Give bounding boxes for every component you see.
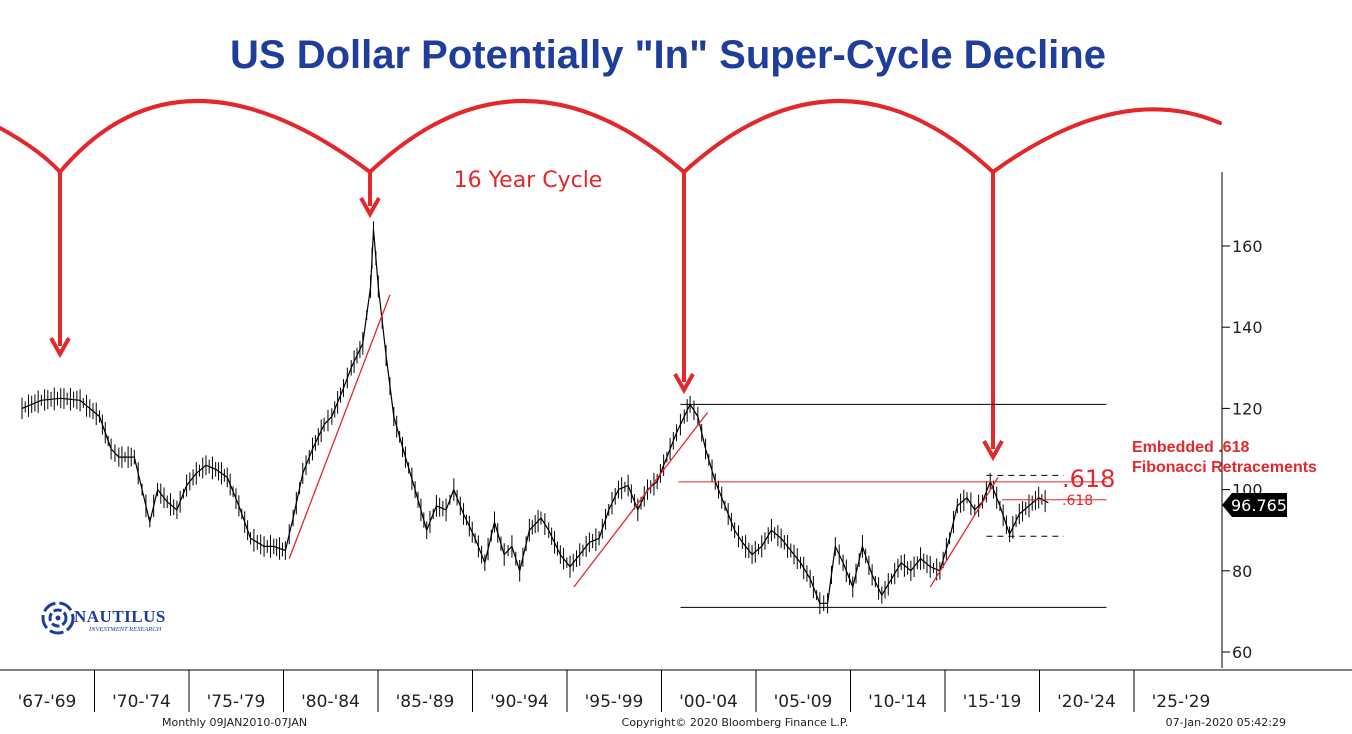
cycle-arrow-head [49, 337, 71, 359]
cycle-arrow-head [982, 440, 1004, 462]
y-tick-label: 140 [1232, 318, 1263, 337]
last-value-label: 96.765 [1231, 496, 1287, 515]
x-tick-label: '67-'69 [18, 692, 77, 712]
price-series [21, 221, 1049, 615]
footer-right: 07-Jan-2020 05:42:29 [1166, 716, 1286, 729]
x-tick-label: '90-'94 [490, 692, 549, 712]
logo-name: NAUTILUS [74, 607, 166, 626]
cycle-arrow-head [673, 373, 695, 395]
cycle-arrow-head [359, 197, 381, 219]
trendline-1990s [573, 412, 709, 588]
x-tick-label: '95-'99 [585, 692, 644, 712]
price-line [21, 229, 1049, 604]
footer-center: Copyright© 2020 Bloomberg Finance L.P. [622, 716, 849, 729]
cycle-label: 16 Year Cycle [454, 168, 603, 193]
fib-label-large: .618 [1062, 465, 1115, 493]
x-tick-label: '75-'79 [207, 692, 266, 712]
last-value-badge: 96.765 [1222, 493, 1287, 517]
reference-lines [288, 294, 1107, 608]
logo-subtitle: INVESTMENT RESEARCH [88, 626, 162, 633]
x-tick-label: '25-'29 [1152, 692, 1211, 712]
trendline-2010s [929, 477, 999, 588]
trendline-1980s [288, 294, 391, 559]
y-tick-label: 80 [1232, 562, 1252, 581]
x-tick-label: '20-'24 [1057, 692, 1116, 712]
x-tick-label: '10-'14 [868, 692, 927, 712]
x-axis-ticks: '67-'69 '70-'74 '75-'79 '80-'84 '85-'89 '90-'… [18, 670, 1211, 712]
fib-label-small: .618 [1062, 493, 1093, 509]
chart-title: US Dollar Potentially "In" Super-Cycle D… [230, 33, 1106, 77]
x-tick-label: '05-'09 [774, 692, 833, 712]
x-tick-label: '80-'84 [301, 692, 360, 712]
x-tick-label: '70-'74 [112, 692, 171, 712]
nautilus-shell-icon [41, 601, 75, 635]
footer-left: Monthly 09JAN2010-07JAN [162, 716, 307, 729]
embedded-label-line2: Fibonacci Retracements [1132, 459, 1317, 476]
x-tick-label: '00-'04 [679, 692, 738, 712]
cycle-overlay [0, 99, 1222, 462]
cycle-arcs [0, 99, 1222, 176]
y-tick-label: 120 [1232, 399, 1263, 418]
y-tick-label: 60 [1232, 643, 1252, 662]
embedded-label-line1: Embedded .618 [1132, 439, 1249, 456]
y-tick-label: 160 [1232, 237, 1263, 256]
nautilus-logo: NAUTILUS INVESTMENT RESEARCH [41, 601, 166, 635]
x-tick-label: '85-'89 [396, 692, 455, 712]
x-tick-label: '15-'19 [963, 692, 1022, 712]
